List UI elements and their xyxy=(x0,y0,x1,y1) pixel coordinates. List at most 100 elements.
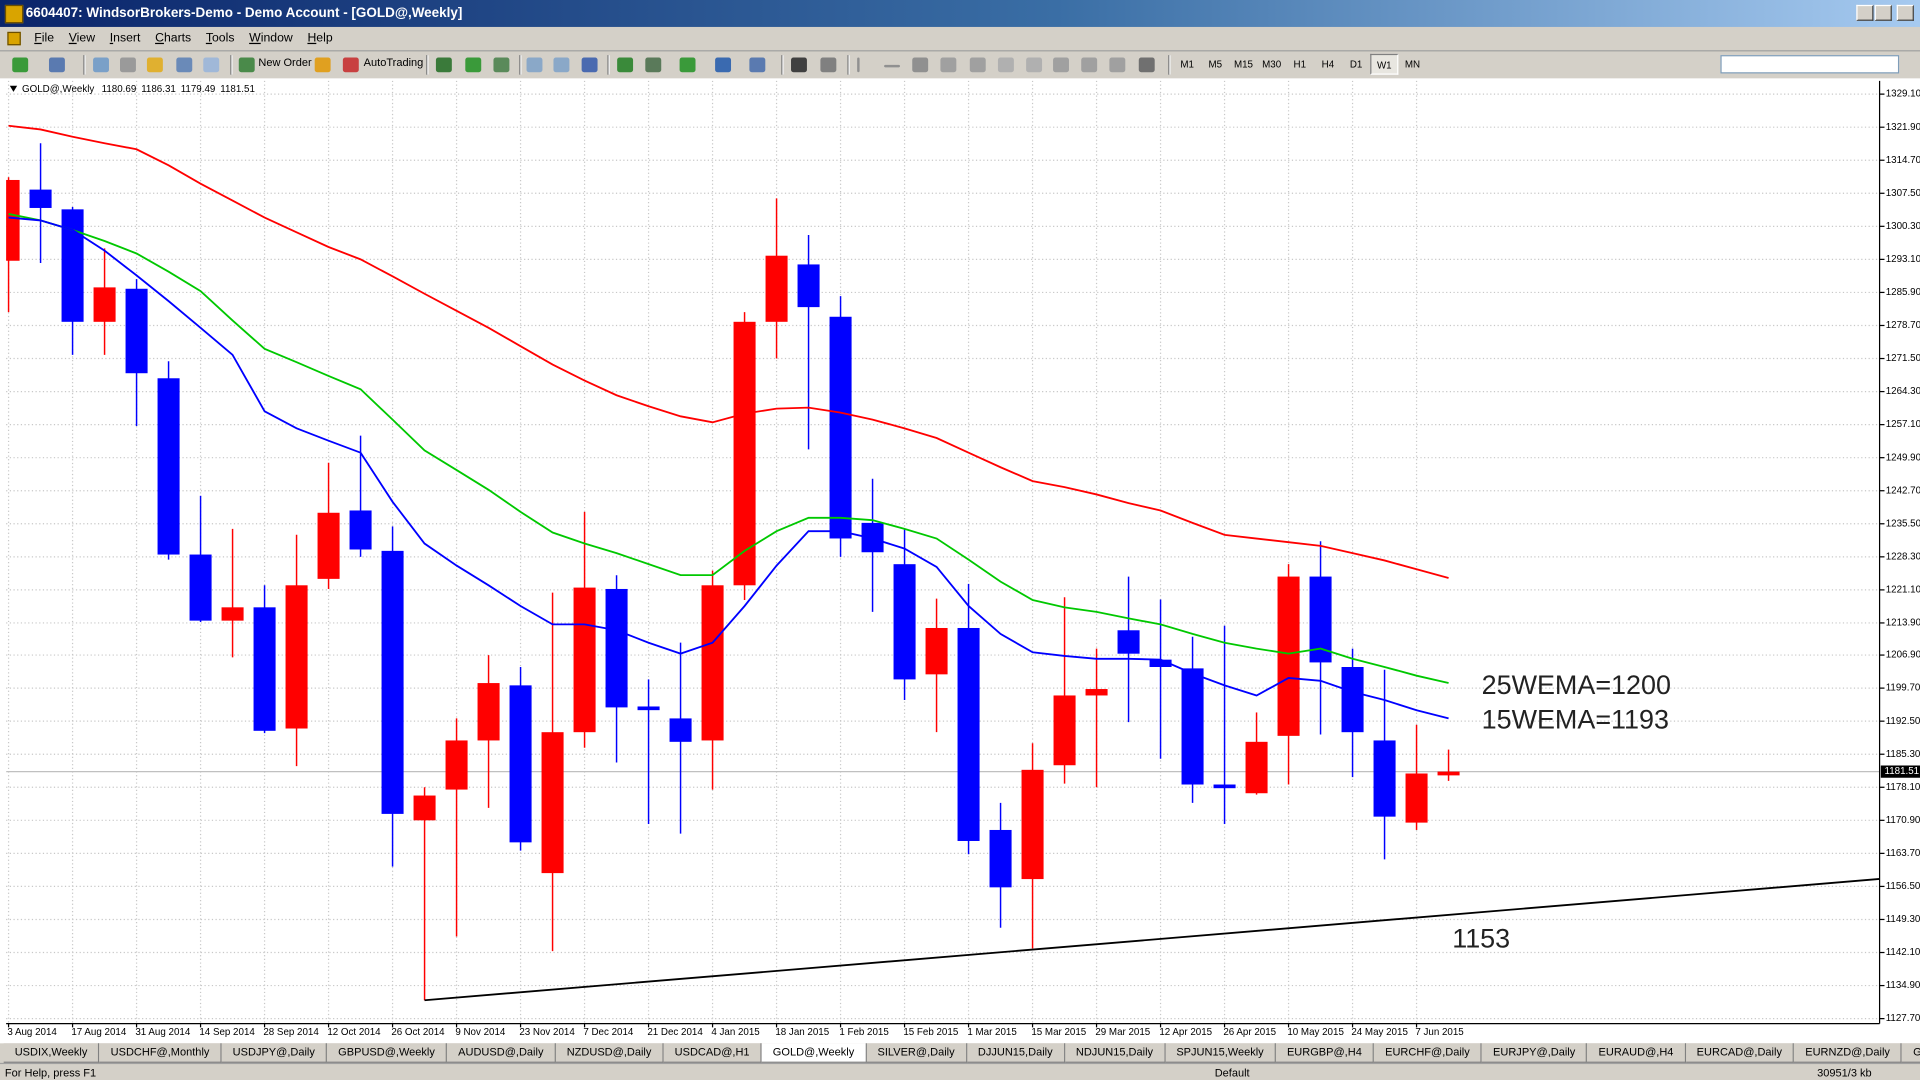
market-watch-button[interactable] xyxy=(93,57,109,73)
terminal-button[interactable] xyxy=(176,57,193,73)
trendline-button[interactable] xyxy=(912,57,929,73)
periods-button[interactable] xyxy=(715,57,732,73)
zoom-in-button[interactable] xyxy=(526,57,543,73)
chart-shift-button[interactable] xyxy=(645,57,662,73)
tester-button[interactable] xyxy=(203,57,220,73)
timeframe-button[interactable]: M15 xyxy=(1233,58,1253,70)
y-tick-label: 1156.50 xyxy=(1886,881,1920,892)
menu-item[interactable]: Tools xyxy=(205,31,235,46)
chart-tab[interactable]: AUDUSD@,Daily xyxy=(447,1043,556,1063)
fibo-fan-button[interactable] xyxy=(1081,57,1098,73)
candlestick-button[interactable] xyxy=(465,57,482,73)
candle-body xyxy=(1117,630,1140,654)
x-tick-label: 10 May 2015 xyxy=(1287,1027,1344,1038)
autotrading-icon[interactable] xyxy=(342,57,359,73)
moving-average-line xyxy=(8,124,1449,579)
timeframe-button[interactable]: D1 xyxy=(1349,58,1363,70)
fibonacci-button[interactable] xyxy=(969,57,986,73)
x-tick-label: 26 Oct 2014 xyxy=(391,1027,445,1038)
menu-item[interactable]: View xyxy=(68,31,96,46)
close-button[interactable] xyxy=(1896,4,1914,21)
text-button[interactable] xyxy=(997,57,1014,73)
chart-tab[interactable]: GBPUSD@,Weekly xyxy=(327,1043,448,1063)
templates-button[interactable] xyxy=(749,57,766,73)
data-window-button[interactable] xyxy=(120,57,136,73)
chart-tab[interactable]: SILVER@,Daily xyxy=(866,1043,967,1063)
channel-button[interactable] xyxy=(940,57,957,73)
chart-tab[interactable]: EURAUD@,H4 xyxy=(1587,1043,1686,1063)
separator xyxy=(847,55,850,75)
timeframe-button[interactable]: MN xyxy=(1404,58,1421,70)
new-chart-button[interactable] xyxy=(12,57,29,73)
chart-tab[interactable]: EURNZD@,Daily xyxy=(1794,1043,1903,1063)
bar-chart-button[interactable] xyxy=(435,57,452,73)
profiles-button[interactable] xyxy=(48,57,65,73)
chart-tab[interactable]: USDCAD@,H1 xyxy=(663,1043,762,1063)
autotrading-button[interactable]: AutoTrading xyxy=(363,56,424,69)
tile-button[interactable] xyxy=(581,57,598,73)
chart-tab[interactable]: USDJPY@,Daily xyxy=(221,1043,328,1063)
timeframes: M1 M5 M15 M30 H1 H4 D1 W1 MN xyxy=(1173,53,1426,75)
horizontal-line-button[interactable] xyxy=(884,64,900,68)
menu-item[interactable]: Charts xyxy=(155,31,192,46)
chart-tab[interactable]: EURCAD@,Daily xyxy=(1685,1043,1795,1063)
timeframe-button[interactable]: W1 xyxy=(1370,53,1399,75)
autoscroll-button[interactable] xyxy=(617,57,634,73)
maximize-button[interactable] xyxy=(1874,4,1892,21)
y-tick-label: 1134.90 xyxy=(1886,980,1920,991)
timeframe-button[interactable]: M1 xyxy=(1180,58,1194,70)
chart-tab[interactable]: GBPJPY@,Monthly xyxy=(1902,1043,1920,1063)
chart-tab[interactable]: GOLD@,Weekly xyxy=(761,1043,867,1063)
y-tick-label: 1285.90 xyxy=(1886,287,1920,298)
candle-body xyxy=(669,718,692,742)
chart-tab[interactable]: EURGBP@,H4 xyxy=(1275,1043,1375,1063)
timeframe-button[interactable]: H4 xyxy=(1321,58,1335,70)
y-tick-label: 1221.10 xyxy=(1886,584,1920,595)
x-tick-label: 31 Aug 2014 xyxy=(135,1027,190,1038)
chart-tab[interactable]: NZDUSD@,Daily xyxy=(555,1043,664,1063)
chart-tab[interactable]: SPJUN15,Weekly xyxy=(1165,1043,1276,1063)
y-tick-label: 1271.50 xyxy=(1886,353,1920,364)
chart-tab[interactable]: EURJPY@,Daily xyxy=(1482,1043,1588,1063)
y-tick-label: 1199.70 xyxy=(1886,683,1920,694)
annotation: 15WEMA=1193 xyxy=(1482,704,1669,734)
line-chart-button[interactable] xyxy=(493,57,510,73)
arrows-button[interactable] xyxy=(1138,57,1155,73)
candle-body xyxy=(1373,740,1396,817)
chart: 1329.10 1321.90 1314.70 1307.50 1300.30 1293.… xyxy=(0,78,1920,1044)
navigator-button[interactable] xyxy=(146,57,163,73)
x-tick-label: 18 Jan 2015 xyxy=(775,1027,829,1038)
candle-body xyxy=(1085,689,1108,696)
candle-body xyxy=(861,522,884,553)
fibo-arcs-button[interactable] xyxy=(1109,57,1126,73)
menu-item[interactable]: Window xyxy=(249,31,293,46)
timeframe-button[interactable]: H1 xyxy=(1293,58,1307,70)
y-tick-label: 1185.30 xyxy=(1886,749,1920,760)
minimize-button[interactable] xyxy=(1856,4,1874,21)
label-button[interactable] xyxy=(1026,57,1043,73)
chart-tab[interactable]: USDCHF@,Monthly xyxy=(99,1043,222,1063)
chart-tab[interactable]: USDIX,Weekly xyxy=(3,1043,100,1063)
fibo-time-button[interactable] xyxy=(1053,57,1069,73)
y-tick-label: 1307.50 xyxy=(1886,188,1920,199)
indicators-button[interactable] xyxy=(679,57,696,73)
candle-body xyxy=(1437,771,1460,776)
vertical-line-button[interactable] xyxy=(857,57,860,73)
menu-item[interactable]: File xyxy=(34,31,55,46)
zoom-out-button[interactable] xyxy=(553,57,570,73)
menu-item[interactable]: Insert xyxy=(109,31,141,46)
search-box[interactable] xyxy=(1720,55,1900,74)
timeframe-button[interactable]: M5 xyxy=(1208,58,1223,70)
chart-tab[interactable]: DJJUN15,Daily xyxy=(966,1043,1065,1063)
menu-item[interactable]: Help xyxy=(307,31,333,46)
crosshair-button[interactable] xyxy=(820,57,837,73)
candle-body xyxy=(1181,668,1204,785)
candle-body xyxy=(1277,576,1300,736)
new-order-button[interactable]: New Order xyxy=(258,56,312,69)
timeframe-button[interactable]: M30 xyxy=(1262,58,1282,70)
chart-tab[interactable]: NDJUN15,Daily xyxy=(1064,1043,1166,1063)
new-order-icon[interactable] xyxy=(238,57,255,73)
chart-tab[interactable]: EURCHF@,Daily xyxy=(1374,1043,1483,1063)
cursor-button[interactable] xyxy=(791,57,807,73)
metaeditor-button[interactable] xyxy=(314,57,331,73)
